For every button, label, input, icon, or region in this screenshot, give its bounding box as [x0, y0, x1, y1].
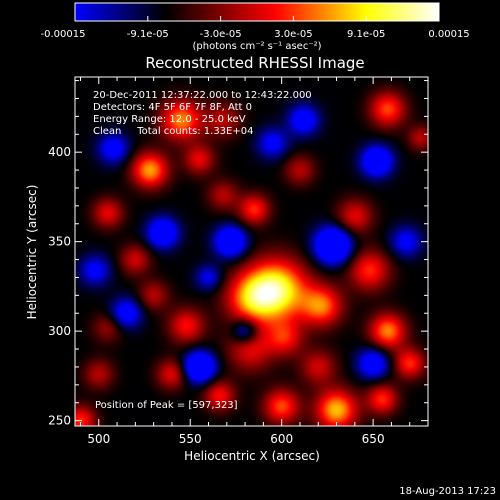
- y-tick-label: 300: [48, 324, 71, 338]
- colorbar-tick-label: -9.1e-05: [127, 29, 169, 40]
- y-tick-label: 400: [48, 145, 71, 159]
- x-tick-label: 500: [87, 432, 110, 446]
- colorbar-tick-label: 0.00015: [428, 29, 469, 40]
- y-tick-label: 350: [48, 235, 71, 249]
- colorbar-unit-label: (photons cm⁻² s⁻¹ asec⁻²): [192, 41, 321, 52]
- colorbar-tick-label: 9.1e-05: [347, 29, 385, 40]
- y-axis-label: Heliocentric Y (arcsec): [25, 185, 39, 320]
- annotation-energy-range: Energy Range: 12.0 - 25.0 keV: [93, 114, 246, 125]
- colorbar-tick-label: 3.0e-05: [274, 29, 312, 40]
- x-tick-label: 650: [362, 432, 385, 446]
- annotation-peak-position: Position of Peak = [597,323]: [95, 400, 238, 411]
- x-tick-label: 600: [270, 432, 293, 446]
- annotation-method-counts: Clean Total counts: 1.33E+04: [93, 126, 253, 137]
- colorbar-tick-label: -0.00015: [41, 29, 86, 40]
- x-tick-label: 550: [179, 432, 202, 446]
- x-axis-label: Heliocentric X (arcsec): [184, 449, 320, 463]
- footer-timestamp: 18-Aug-2013 17:23: [399, 486, 496, 497]
- annotation-time-range: 20-Dec-2011 12:37:22.000 to 12:43:22.000: [93, 90, 312, 101]
- colorbar-tick-label: -3.0e-05: [200, 29, 242, 40]
- y-tick-label: 250: [48, 414, 71, 428]
- chart-title: Reconstructed RHESSI Image: [145, 54, 364, 72]
- colorbar: [75, 3, 439, 21]
- annotation-detectors: Detectors: 4F 5F 6F 7F 8F, Att 0: [93, 102, 252, 113]
